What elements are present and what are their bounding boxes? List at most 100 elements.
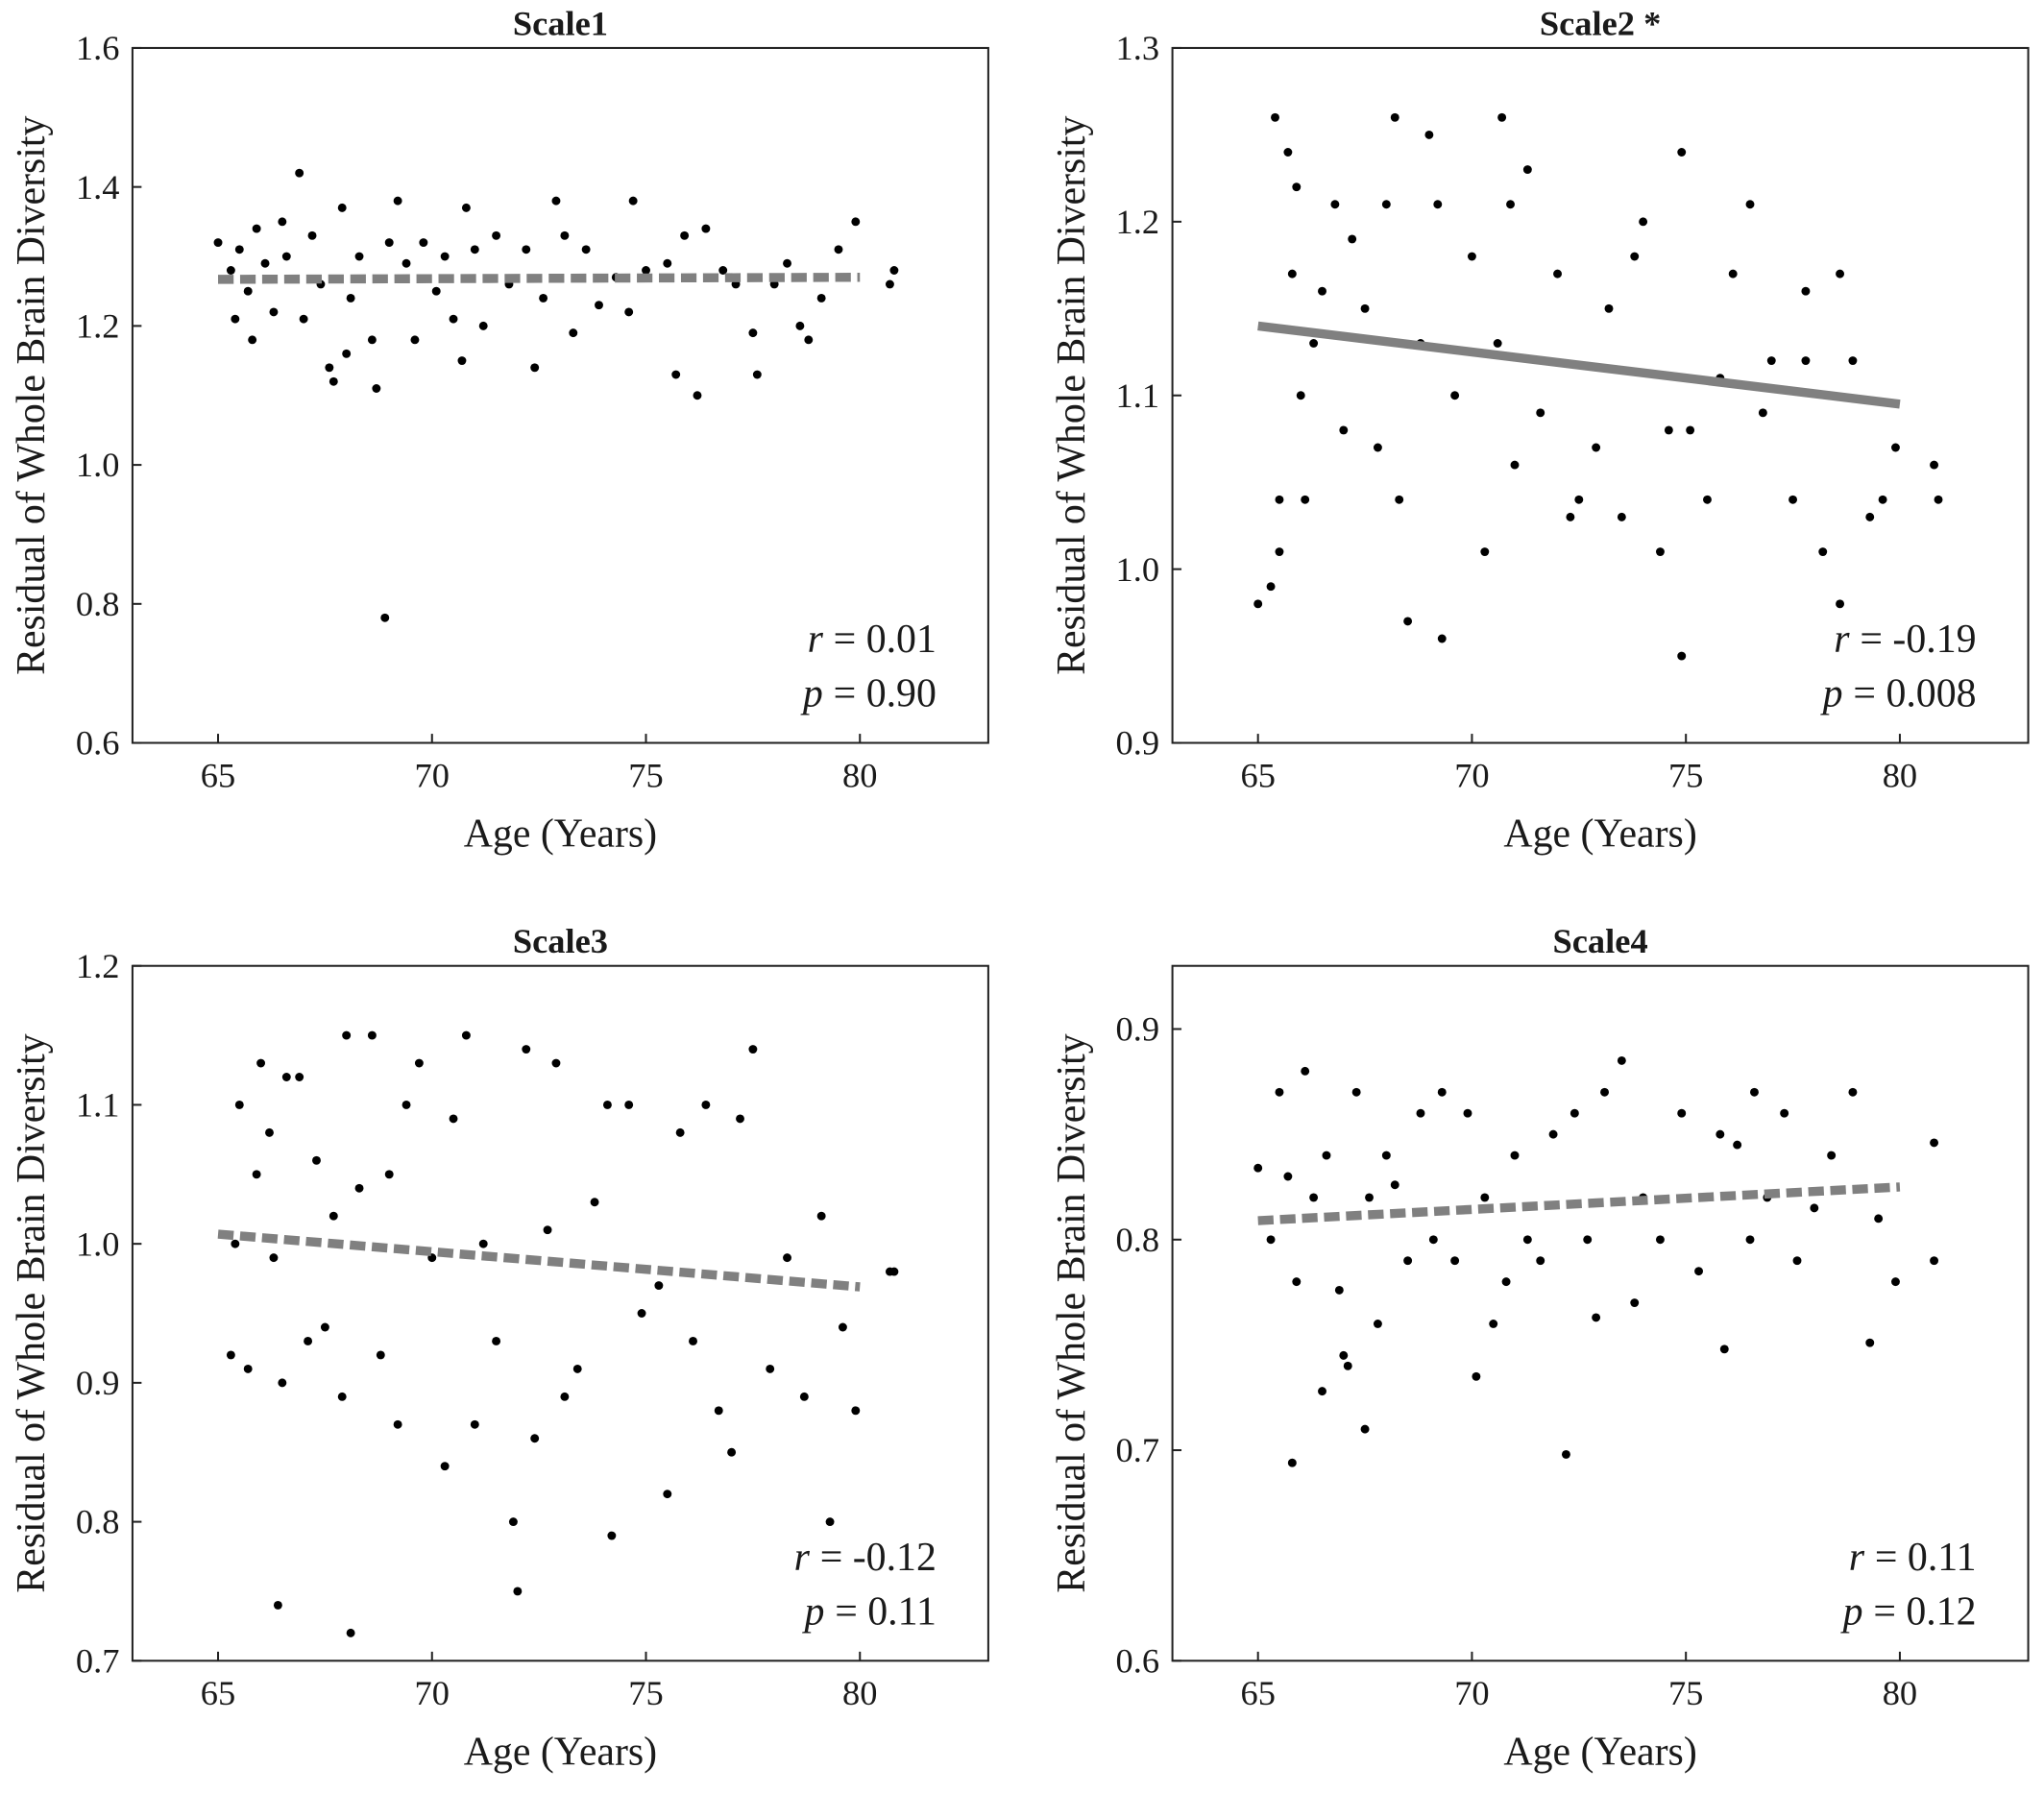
point <box>1570 1108 1579 1118</box>
y-axis-label: Residual of Whole Brain Diversity <box>1050 115 1094 674</box>
point <box>1630 252 1640 261</box>
point <box>328 376 338 386</box>
y-tick-label: 1.0 <box>76 1224 120 1263</box>
point <box>304 1337 313 1345</box>
point <box>572 1364 582 1373</box>
point <box>1583 1235 1593 1245</box>
point <box>1292 1277 1302 1287</box>
point <box>1865 1338 1875 1347</box>
point <box>543 1225 552 1235</box>
point <box>234 1100 244 1109</box>
point <box>522 1045 531 1054</box>
point <box>602 1100 612 1109</box>
point <box>1373 1320 1382 1328</box>
point <box>1592 443 1601 452</box>
y-axis-label: Residual of Whole Brain Diversity <box>10 1033 54 1592</box>
point <box>1373 443 1382 452</box>
point <box>281 1073 291 1081</box>
point <box>393 1419 402 1429</box>
y-tick-label: 0.6 <box>1116 1641 1160 1680</box>
x-tick-label: 70 <box>415 1674 450 1712</box>
point <box>325 363 334 373</box>
point <box>1343 1361 1352 1370</box>
y-tick-label: 1.2 <box>76 307 120 346</box>
point <box>752 370 762 379</box>
x-tick-label: 75 <box>628 1674 663 1712</box>
point <box>1677 651 1687 661</box>
point <box>492 230 501 240</box>
point <box>1574 495 1584 504</box>
point <box>1617 512 1626 521</box>
point <box>342 1030 352 1040</box>
point <box>1510 460 1520 470</box>
point <box>1309 1193 1319 1202</box>
point <box>457 356 467 366</box>
point <box>328 1211 338 1221</box>
point <box>1283 1172 1293 1181</box>
point <box>851 217 861 227</box>
stat-value: = -0.12 <box>820 1536 937 1580</box>
point <box>1522 1235 1532 1245</box>
point <box>295 168 304 178</box>
point <box>1424 130 1434 139</box>
stat-text: p = 0.90 <box>800 672 937 716</box>
point <box>889 266 899 275</box>
point <box>642 266 650 275</box>
stat-text: p = 0.11 <box>801 1590 936 1635</box>
point <box>513 1587 523 1596</box>
point <box>1271 112 1279 122</box>
point <box>1522 165 1532 175</box>
y-tick-label: 1.2 <box>1116 203 1160 241</box>
point <box>795 321 805 330</box>
point <box>1480 1193 1490 1202</box>
stat-value: = 0.11 <box>1875 1536 1977 1580</box>
y-tick-label: 0.9 <box>1116 1010 1160 1049</box>
point <box>354 1183 364 1193</box>
point <box>1655 547 1665 556</box>
point <box>675 1127 685 1137</box>
point <box>569 328 578 338</box>
y-tick-label: 0.6 <box>76 724 120 763</box>
point <box>1309 339 1319 348</box>
axes-box <box>131 46 989 744</box>
point <box>384 1170 394 1179</box>
point <box>1403 617 1413 626</box>
point <box>825 1517 835 1527</box>
trend-line <box>1257 321 1901 409</box>
x-tick-label: 80 <box>1883 756 1917 794</box>
point <box>470 245 479 254</box>
point <box>1450 1256 1460 1266</box>
point <box>1403 1256 1413 1266</box>
point <box>307 230 317 240</box>
panel: Scale4 65 70 75 80 0.6 0.7 0.8 0.9 Age (Years) Res… <box>1050 922 2030 1774</box>
point <box>1360 1424 1370 1434</box>
panel-title: Scale4 <box>1552 922 1647 960</box>
point <box>624 1100 634 1109</box>
stat-symbol: r <box>794 1536 811 1580</box>
point <box>414 1058 424 1068</box>
point <box>1874 1214 1884 1224</box>
point <box>419 238 428 248</box>
point <box>1390 112 1399 122</box>
y-tick-label: 0.9 <box>76 1364 120 1402</box>
point <box>337 1392 347 1401</box>
point <box>281 252 291 261</box>
x-tick-label: 75 <box>628 756 663 794</box>
stat-symbol: r <box>1834 618 1850 662</box>
point <box>1592 1313 1601 1322</box>
point <box>1381 1151 1391 1160</box>
point <box>234 245 244 254</box>
point <box>560 1392 570 1401</box>
x-tick-label: 70 <box>415 756 450 794</box>
point <box>1275 1087 1284 1097</box>
point <box>551 196 561 206</box>
x-tick-label: 80 <box>842 1674 877 1712</box>
point <box>1553 269 1562 279</box>
point <box>1810 1203 1819 1213</box>
point <box>1301 495 1310 504</box>
panel-title: Scale2 * <box>1540 4 1661 42</box>
point <box>628 196 638 206</box>
point <box>231 314 240 324</box>
y-tick-label: 1.0 <box>76 446 120 484</box>
point <box>783 1253 791 1263</box>
